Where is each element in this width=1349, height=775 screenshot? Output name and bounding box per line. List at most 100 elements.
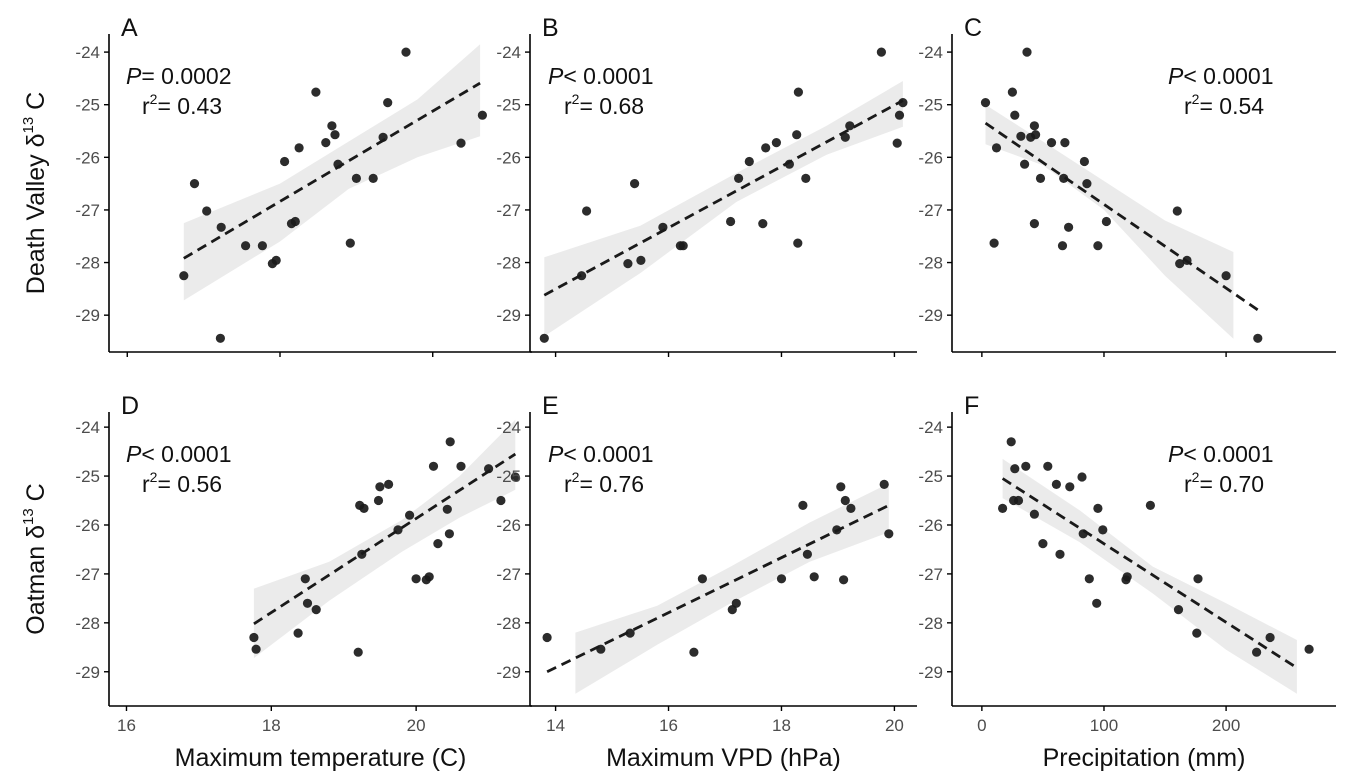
- y-tick-label: -27: [75, 565, 100, 584]
- data-point: [311, 87, 321, 97]
- data-point: [311, 605, 321, 615]
- data-point: [433, 539, 443, 549]
- data-point: [1016, 131, 1026, 141]
- data-point: [1252, 647, 1262, 657]
- y-tick-label: -26: [75, 516, 100, 535]
- data-point: [290, 216, 300, 227]
- data-point: [249, 632, 259, 643]
- data-point: [293, 628, 303, 638]
- x-tick-label: 18: [262, 716, 281, 735]
- data-point: [271, 255, 281, 265]
- data-point: [444, 529, 454, 539]
- y-tick-label: -29: [75, 306, 100, 325]
- x-tick-label: 20: [407, 716, 426, 735]
- confidence-band: [985, 104, 1234, 339]
- data-point: [257, 241, 267, 251]
- data-point: [359, 503, 369, 513]
- r-squared-label: r2= 0.70: [1184, 469, 1264, 497]
- y-tick-label: -26: [75, 148, 100, 167]
- data-point: [1093, 241, 1103, 251]
- r-squared-label: r2= 0.56: [142, 469, 222, 497]
- data-point: [1101, 216, 1111, 227]
- x-tick-label: 0: [977, 716, 986, 735]
- data-point: [846, 503, 856, 513]
- y-tick-label: -28: [918, 614, 943, 633]
- data-point: [1038, 539, 1048, 549]
- data-point: [375, 482, 385, 492]
- data-point: [809, 572, 819, 582]
- y-tick-label: -24: [918, 418, 943, 437]
- confidence-band: [544, 81, 903, 337]
- data-point: [1172, 206, 1182, 216]
- data-point: [731, 598, 741, 608]
- y-tick-label: -29: [918, 306, 943, 325]
- data-point: [1221, 271, 1231, 281]
- data-point: [744, 156, 754, 167]
- p-value-label: P= 0.0002: [126, 63, 232, 89]
- x-tick-label: 14: [546, 716, 565, 735]
- panel-letter: F: [964, 392, 979, 420]
- data-point: [1192, 628, 1202, 638]
- data-point: [1304, 644, 1314, 654]
- p-value-label: P< 0.0001: [1168, 441, 1274, 467]
- data-point: [189, 179, 200, 189]
- data-point: [1029, 121, 1039, 131]
- p-value-label: P< 0.0001: [548, 63, 654, 89]
- data-point: [251, 644, 261, 654]
- data-point: [582, 206, 592, 216]
- data-point: [1010, 464, 1020, 474]
- data-point: [1173, 605, 1184, 615]
- data-point: [456, 461, 466, 471]
- confidence-band: [575, 483, 889, 694]
- data-point: [179, 271, 189, 281]
- data-point: [792, 130, 802, 140]
- data-point: [401, 47, 411, 57]
- data-point: [1059, 173, 1069, 183]
- data-point: [734, 173, 744, 183]
- y-tick-label: -27: [496, 201, 521, 220]
- data-point: [1013, 495, 1024, 506]
- data-point: [678, 241, 688, 251]
- data-point: [1060, 138, 1070, 148]
- panel-letter: A: [121, 14, 138, 42]
- panel-e: -29 -28 -27 -26 -25 -24 14 16 18 20 E P< 0.0001r2= …: [496, 392, 917, 735]
- y-tick-label: -25: [75, 467, 100, 486]
- x-tick-label: 200: [1212, 716, 1240, 735]
- data-point: [1035, 173, 1046, 183]
- data-point: [840, 132, 850, 142]
- panel-letter: D: [121, 392, 139, 420]
- data-point: [456, 138, 466, 148]
- data-point: [884, 529, 894, 539]
- data-point: [801, 173, 811, 183]
- x-axis-title: Maximum VPD (hPa): [606, 744, 841, 772]
- data-point: [636, 255, 646, 265]
- data-point: [876, 47, 887, 57]
- regression-line: [1001, 477, 1298, 670]
- y-tick-label: -28: [496, 254, 521, 273]
- y-tick-label: -27: [496, 565, 521, 584]
- r-squared-label: r2= 0.43: [142, 91, 222, 119]
- y-tick-label: -24: [918, 43, 943, 62]
- y-tick-label: -25: [496, 96, 521, 115]
- data-point: [879, 479, 889, 489]
- y-tick-label: -26: [918, 148, 943, 167]
- data-point: [1077, 472, 1087, 482]
- data-point: [1145, 500, 1155, 510]
- data-point: [793, 238, 803, 248]
- data-point: [302, 598, 313, 608]
- x-tick-label: 100: [1090, 716, 1118, 735]
- data-point: [330, 130, 340, 140]
- data-point: [892, 138, 902, 148]
- data-point: [351, 173, 361, 183]
- r-squared-label: r2= 0.76: [564, 469, 644, 497]
- data-point: [384, 479, 394, 489]
- y-tick-label: -25: [496, 467, 521, 486]
- y-tick-label: -28: [496, 614, 521, 633]
- y-tick-label: -24: [75, 43, 100, 62]
- y-axis-title: Death Valley δ13 C: [20, 92, 50, 294]
- data-point: [758, 219, 768, 229]
- data-point: [215, 333, 225, 343]
